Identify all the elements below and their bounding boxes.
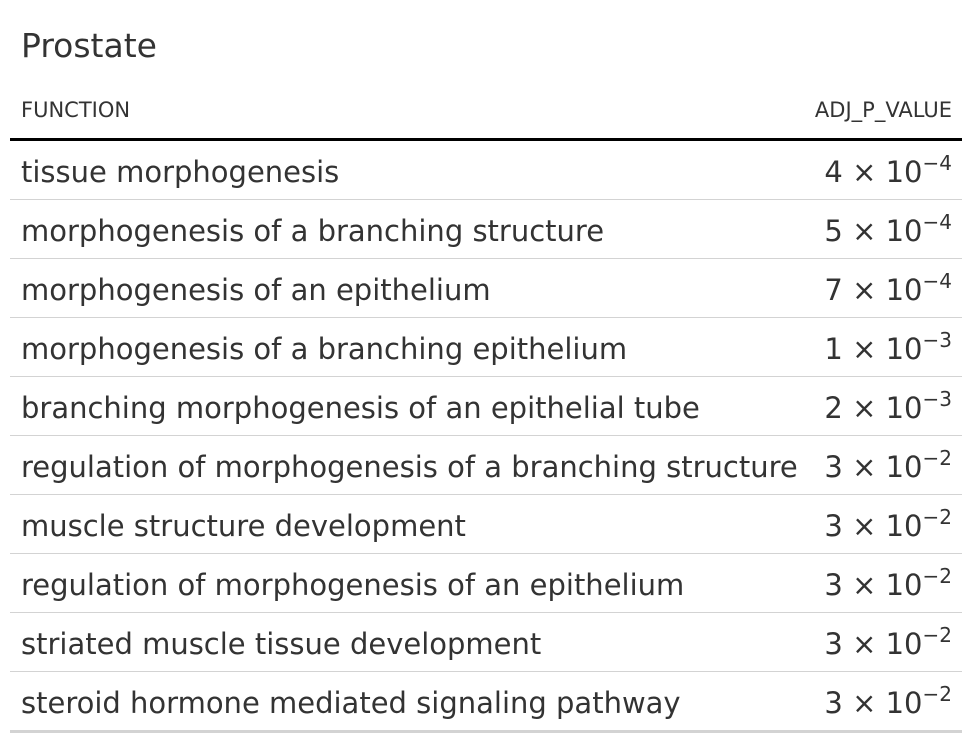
p-value-mantissa: 5	[824, 214, 843, 248]
p-value-exponent: −2	[922, 682, 952, 706]
p-value-mantissa: 3	[824, 568, 843, 602]
function-cell: tissue morphogenesis	[21, 155, 340, 189]
function-cell: branching morphogenesis of an epithelial…	[21, 391, 700, 425]
p-value-cell: 1 × 10−3	[824, 328, 952, 370]
function-cell: striated muscle tissue development	[21, 627, 542, 661]
table-row: morphogenesis of an epithelium 7 × 10−4	[10, 259, 962, 318]
p-value-mantissa: 3	[824, 686, 843, 720]
p-value-mantissa: 7	[824, 273, 843, 307]
header-rule	[10, 138, 962, 141]
p-value-cell: 3 × 10−2	[824, 682, 952, 724]
table-row: regulation of morphogenesis of a branchi…	[10, 436, 962, 495]
p-value-cell: 3 × 10−2	[824, 564, 952, 606]
p-value-mantissa: 4	[824, 155, 843, 189]
p-value-cell: 5 × 10−4	[824, 210, 952, 252]
p-value-exponent: −4	[922, 210, 952, 234]
p-value-mantissa: 2	[824, 391, 843, 425]
column-header-adj-p-value: ADJ_P_VALUE	[814, 98, 952, 122]
p-value-mantissa: 3	[824, 509, 843, 543]
p-value-mantissa: 3	[824, 627, 843, 661]
p-value-exponent: −2	[922, 623, 952, 647]
p-value-times: ×	[852, 568, 877, 602]
p-value-base: 10	[885, 332, 923, 366]
p-value-base: 10	[885, 155, 923, 189]
p-value-times: ×	[852, 332, 877, 366]
p-value-base: 10	[885, 686, 923, 720]
p-value-base: 10	[885, 450, 923, 484]
function-cell: morphogenesis of an epithelium	[21, 273, 491, 307]
table-row: tissue morphogenesis 4 × 10−4	[10, 141, 962, 200]
column-header-function: FUNCTION	[21, 98, 131, 122]
p-value-times: ×	[852, 627, 877, 661]
p-value-exponent: −3	[922, 387, 952, 411]
p-value-times: ×	[852, 273, 877, 307]
table-row: morphogenesis of a branching epithelium …	[10, 318, 962, 377]
p-value-cell: 7 × 10−4	[824, 269, 952, 311]
function-cell: muscle structure development	[21, 509, 466, 543]
p-value-times: ×	[852, 686, 877, 720]
p-value-cell: 3 × 10−2	[824, 446, 952, 488]
p-value-times: ×	[852, 155, 877, 189]
p-value-exponent: −3	[922, 328, 952, 352]
p-value-base: 10	[885, 627, 923, 661]
p-value-exponent: −4	[922, 151, 952, 175]
function-cell: regulation of morphogenesis of a branchi…	[21, 450, 798, 484]
table-body: tissue morphogenesis 4 × 10−4 morphogene…	[10, 141, 962, 733]
p-value-exponent: −4	[922, 269, 952, 293]
p-value-base: 10	[885, 273, 923, 307]
table-title: Prostate	[21, 26, 157, 65]
p-value-base: 10	[885, 509, 923, 543]
p-value-mantissa: 3	[824, 450, 843, 484]
p-value-exponent: −2	[922, 446, 952, 470]
p-value-exponent: −2	[922, 564, 952, 588]
table-row: steroid hormone mediated signaling pathw…	[10, 672, 962, 733]
p-value-times: ×	[852, 450, 877, 484]
p-value-times: ×	[852, 509, 877, 543]
function-cell: morphogenesis of a branching structure	[21, 214, 605, 248]
p-value-cell: 2 × 10−3	[824, 387, 952, 429]
table-row: regulation of morphogenesis of an epithe…	[10, 554, 962, 613]
p-value-cell: 3 × 10−2	[824, 623, 952, 665]
table-row: branching morphogenesis of an epithelial…	[10, 377, 962, 436]
function-cell: steroid hormone mediated signaling pathw…	[21, 686, 681, 720]
function-cell: regulation of morphogenesis of an epithe…	[21, 568, 685, 602]
table-header: FUNCTION ADJ_P_VALUE	[10, 96, 962, 138]
function-cell: morphogenesis of a branching epithelium	[21, 332, 628, 366]
p-value-exponent: −2	[922, 505, 952, 529]
p-value-mantissa: 1	[824, 332, 843, 366]
p-value-times: ×	[852, 214, 877, 248]
p-value-times: ×	[852, 391, 877, 425]
table-row: morphogenesis of a branching structure 5…	[10, 200, 962, 259]
p-value-cell: 4 × 10−4	[824, 151, 952, 193]
p-value-base: 10	[885, 391, 923, 425]
p-value-base: 10	[885, 214, 923, 248]
table-row: striated muscle tissue development 3 × 1…	[10, 613, 962, 672]
p-value-cell: 3 × 10−2	[824, 505, 952, 547]
table-row: muscle structure development 3 × 10−2	[10, 495, 962, 554]
p-value-base: 10	[885, 568, 923, 602]
